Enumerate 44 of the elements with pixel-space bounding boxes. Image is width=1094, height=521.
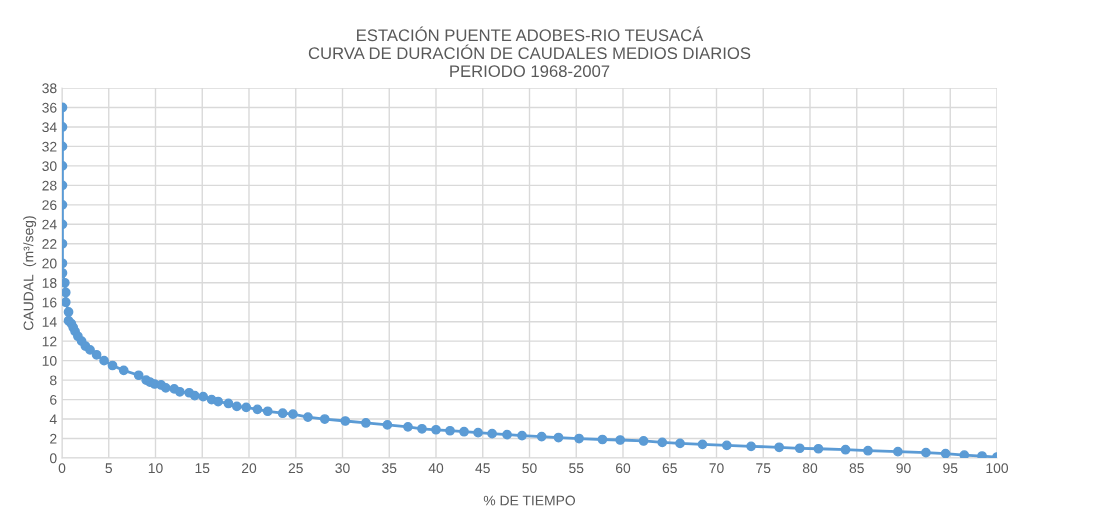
y-tick-label: 20 bbox=[42, 258, 57, 269]
y-tick-label: 38 bbox=[42, 83, 57, 94]
y-tick-label: 2 bbox=[50, 433, 57, 444]
x-tick-label: 60 bbox=[615, 463, 631, 474]
x-tick-label: 90 bbox=[896, 463, 911, 474]
y-tick-label: 12 bbox=[42, 336, 57, 347]
y-tick-label: 18 bbox=[42, 278, 57, 288]
x-axis-title: % DE TIEMPO bbox=[483, 495, 576, 506]
x-tick-label: 20 bbox=[241, 463, 257, 474]
x-tick-label: 100 bbox=[986, 463, 1009, 474]
x-tick-label: 40 bbox=[428, 463, 444, 474]
y-tick-label: 6 bbox=[50, 394, 57, 405]
y-tick-label: 34 bbox=[42, 122, 57, 133]
x-tick-label: 95 bbox=[943, 463, 958, 474]
y-tick-label: 22 bbox=[42, 239, 57, 249]
x-tick-label: 5 bbox=[105, 463, 113, 474]
x-tick-label: 70 bbox=[709, 463, 724, 474]
x-tick-label: 55 bbox=[569, 463, 584, 474]
x-tick-label: 45 bbox=[475, 463, 490, 474]
y-tick-label: 26 bbox=[42, 200, 57, 211]
y-tick-label: 14 bbox=[42, 317, 57, 327]
x-tick-label: 50 bbox=[522, 463, 537, 474]
y-tick-label: 28 bbox=[42, 180, 57, 191]
y-tick-label: 24 bbox=[42, 219, 57, 230]
y-tick-label: 30 bbox=[42, 161, 57, 172]
x-tick-label: 65 bbox=[662, 463, 677, 474]
y-tick-label: 0 bbox=[49, 453, 57, 464]
chart-title: ESTACIÓN PUENTE ADOBES-RIO TEUSACÁ CURVA DE DURACIÓN DE CAUDALES MEDIOS DIARIOS PERIODO 1968-2007 bbox=[308, 26, 751, 78]
x-tick-label: 80 bbox=[802, 463, 818, 474]
x-tick-label: 75 bbox=[756, 463, 771, 474]
y-tick-label: 8 bbox=[50, 375, 57, 386]
x-tick-label: 0 bbox=[58, 463, 66, 474]
y-tick-label: 36 bbox=[42, 102, 57, 113]
x-tick-label: 85 bbox=[849, 463, 864, 474]
x-tick-label: 15 bbox=[195, 463, 210, 474]
y-tick-label: 16 bbox=[42, 297, 57, 308]
x-tick-label: 35 bbox=[382, 463, 397, 474]
y-tick-label: 4 bbox=[49, 414, 57, 425]
y-tick-label: 10 bbox=[42, 355, 57, 366]
y-tick-label: 32 bbox=[42, 141, 57, 152]
x-tick-label: 30 bbox=[335, 463, 350, 474]
x-tick-label: 25 bbox=[288, 463, 303, 474]
x-tick-label: 10 bbox=[148, 463, 163, 474]
y-axis-title: CAUDAL (m³/seg) bbox=[23, 216, 37, 330]
